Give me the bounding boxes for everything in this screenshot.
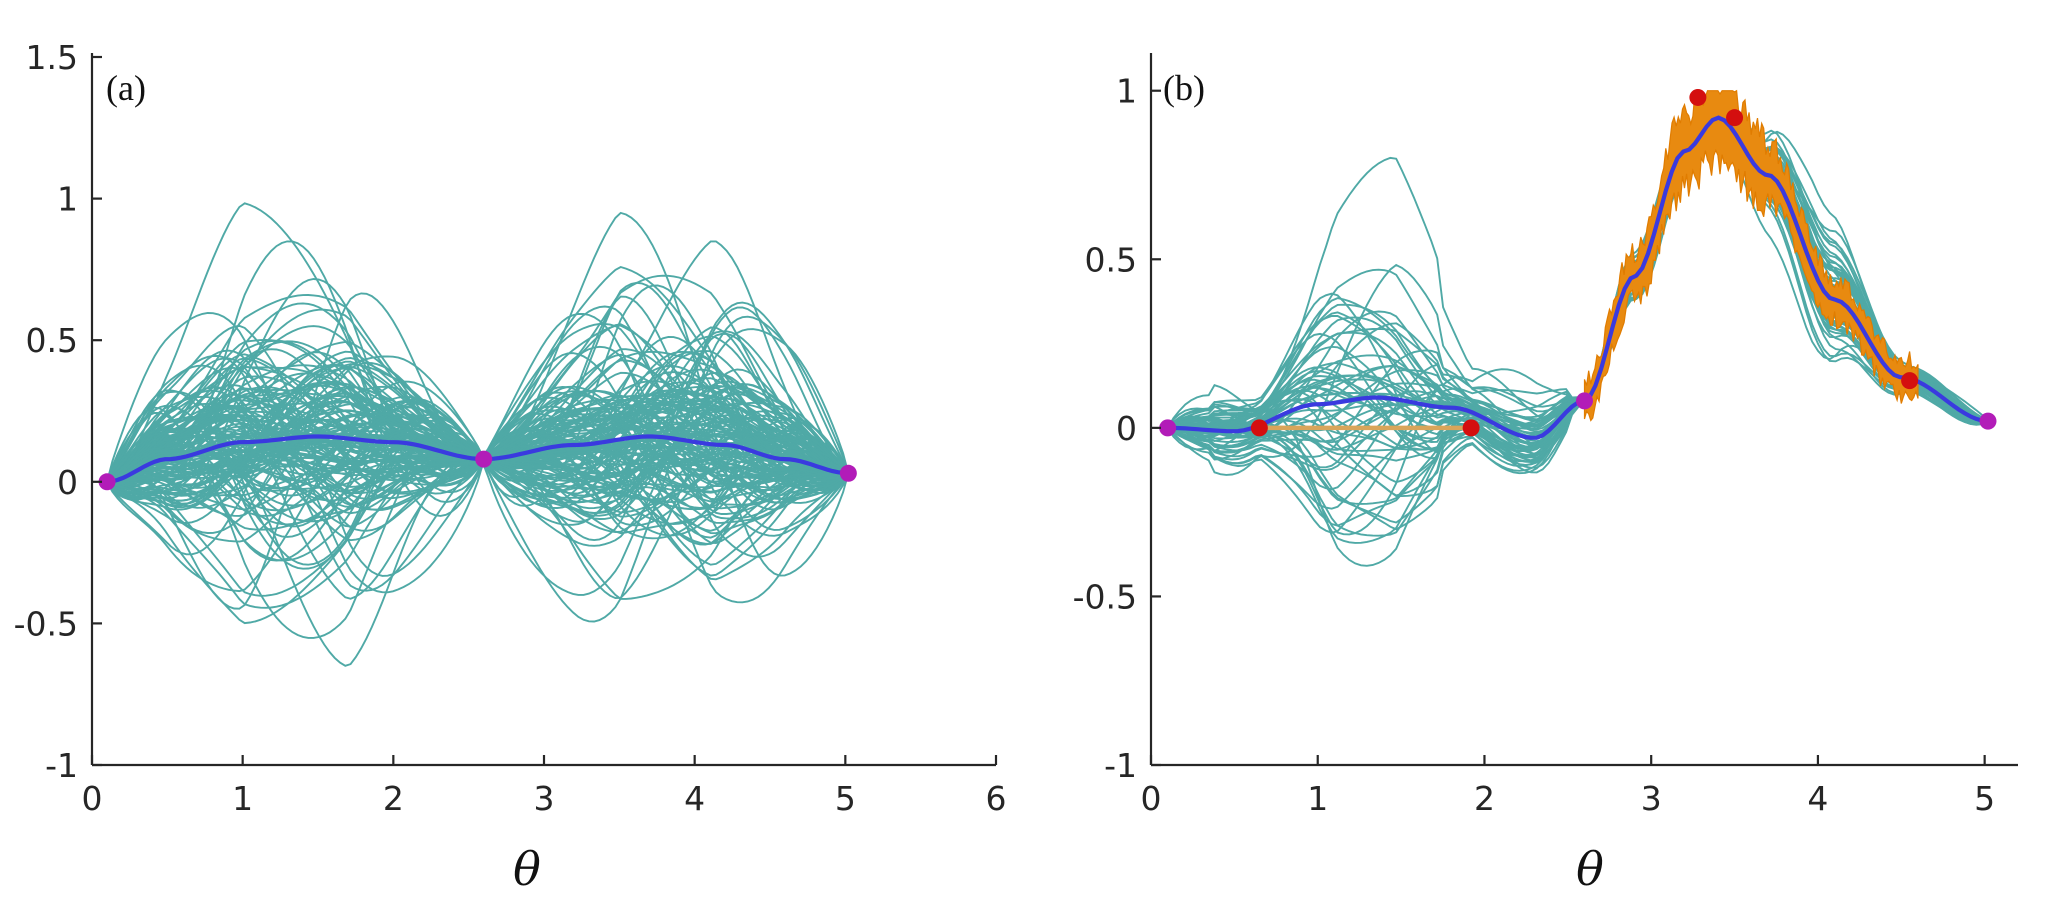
new-point <box>1250 419 1268 437</box>
y-tick-label: -0.5 <box>1073 577 1137 616</box>
sample-curve <box>106 312 850 596</box>
x-tick-label: 3 <box>534 779 555 818</box>
sample-curve <box>106 386 850 503</box>
panel-b-points <box>1159 88 1997 437</box>
y-tick-label: 0 <box>1116 409 1137 448</box>
panel-a-observed-points <box>98 450 857 491</box>
observed-point <box>1979 412 1997 430</box>
observed-point <box>1159 419 1177 437</box>
y-tick-label: 1 <box>57 180 78 219</box>
panel-b-axes: 0 1 2 3 4 5 -1 -0.5 0 0.5 1 <box>1073 53 2018 818</box>
x-tick-label: 1 <box>232 779 253 818</box>
y-tick-label: 0.5 <box>26 321 78 360</box>
panel-a-axes: 0 1 2 3 4 5 6 -1 -0.5 0 0.5 1 1.5 <box>14 38 1007 818</box>
observed-point <box>839 464 857 482</box>
x-tick-label: 6 <box>986 779 1007 818</box>
x-tick-label: 2 <box>383 779 404 818</box>
observed-point <box>475 450 493 468</box>
x-tick-label: 5 <box>1974 779 1995 818</box>
panel-a-x-axis-label: θ <box>513 842 541 896</box>
y-tick-label: -1 <box>45 746 78 785</box>
x-tick-label: 2 <box>1474 779 1495 818</box>
panel-a: 0 1 2 3 4 5 6 -1 -0.5 0 0.5 1 1.5 (a) θ <box>14 38 1007 896</box>
observed-point <box>98 473 116 491</box>
x-tick-label: 3 <box>1641 779 1662 818</box>
x-tick-label: 0 <box>82 779 103 818</box>
y-tick-label: -1 <box>1104 746 1137 785</box>
panel-b-x-axis-label: θ <box>1576 842 1604 896</box>
x-tick-label: 4 <box>1807 779 1828 818</box>
y-tick-label: 0 <box>57 463 78 502</box>
new-point <box>1726 109 1744 127</box>
new-point <box>1901 372 1919 390</box>
x-tick-label: 5 <box>835 779 856 818</box>
observed-point <box>1576 392 1593 410</box>
y-tick-label: 0.5 <box>1085 240 1137 279</box>
sample-curve <box>1167 117 1989 476</box>
y-tick-label: 1 <box>1116 72 1137 111</box>
x-tick-label: 0 <box>1141 779 1162 818</box>
sample-curve <box>106 202 850 623</box>
panel-a-label: (a) <box>106 68 146 108</box>
x-tick-label: 1 <box>1307 779 1328 818</box>
new-point <box>1689 88 1707 106</box>
sample-curve <box>106 365 849 547</box>
y-tick-label: -0.5 <box>14 604 78 643</box>
panel-b: 0 1 2 3 4 5 -1 -0.5 0 0.5 1 (b) θ <box>1073 53 2018 896</box>
panel-b-label: (b) <box>1163 68 1205 108</box>
y-tick-label: 1.5 <box>26 38 78 77</box>
x-tick-label: 4 <box>684 779 705 818</box>
new-point <box>1462 419 1480 437</box>
